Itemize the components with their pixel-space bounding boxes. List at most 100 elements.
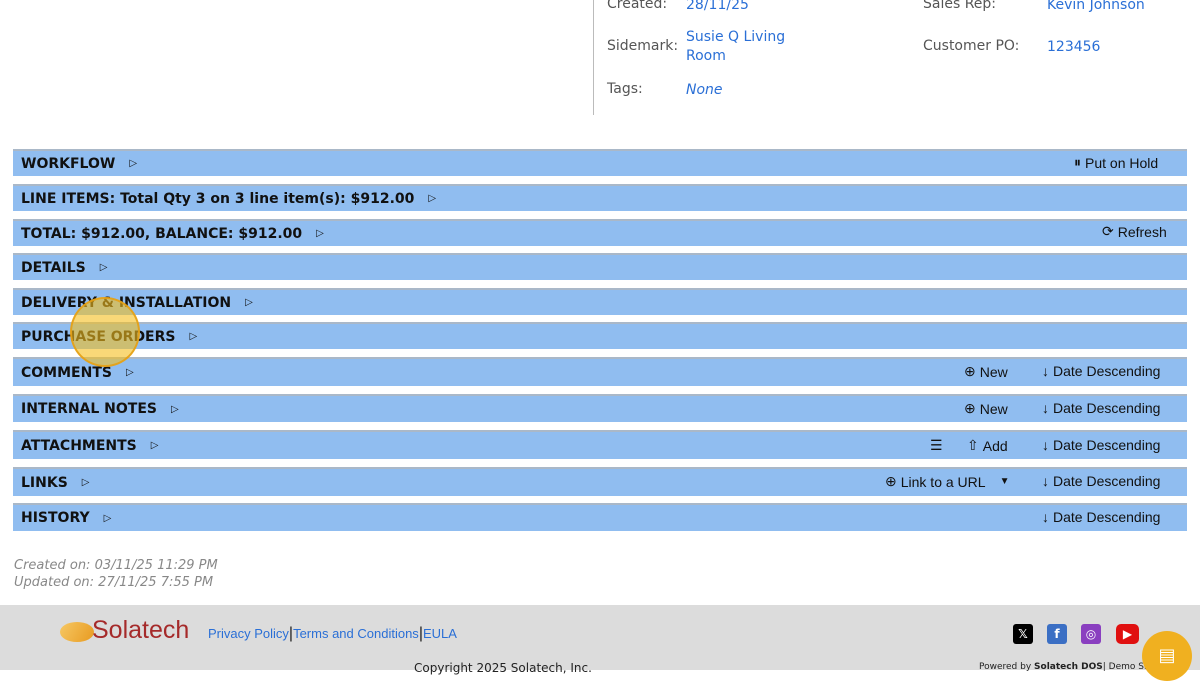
sales-rep-value[interactable]: Kevin Johnson [1047,0,1145,13]
section-workflow[interactable]: WORKFLOW ▷ [13,149,1187,176]
list-view-button[interactable]: ☰ [930,437,943,454]
section-attachments[interactable]: ATTACHMENTS ▷ [13,430,1187,459]
plus-circle-icon: ⊕ [885,473,897,489]
customer-po-label: Customer PO: [923,38,1020,54]
section-title: COMMENTS [21,364,112,381]
expand-triangle-icon: ▷ [125,367,134,378]
section-title: HISTORY [21,510,90,526]
chat-button[interactable]: ▤ [1142,631,1192,681]
arrow-down-icon: ↓ [1042,509,1049,525]
new-label: New [979,363,1008,380]
put-on-hold-button[interactable]: ⏸ Put on Hold [1074,154,1158,171]
section-title: LINKS [21,474,68,491]
new-comment-button[interactable]: ⊕ New [964,363,1008,380]
sidemark-label: Sidemark: [607,38,679,54]
x-twitter-icon[interactable]: 𝕏 [1013,624,1033,644]
section-title: LINE ITEMS: Total Qty 3 on 3 line item(s… [21,190,415,207]
sidemark-line1: Susie Q Living [686,29,786,45]
section-title: ATTACHMENTS [21,437,137,454]
sidemark-line2: Room [686,48,726,64]
sales-rep-label: Sales Rep: [923,0,997,12]
powered-brand: Solatech DOS [1034,662,1103,672]
arrow-down-icon: ↓ [1042,473,1049,489]
sort-comments-button[interactable]: ↓ Date Descending [1042,363,1160,379]
link-url-button[interactable]: ⊕ Link to a URL ▼ [885,473,1009,490]
section-details[interactable]: DETAILS ▷ [13,253,1187,280]
sort-label: Date Descending [1053,437,1161,453]
expand-triangle-icon: ▷ [245,297,253,308]
facebook-icon[interactable]: f [1047,624,1067,644]
expand-triangle-icon: ▷ [316,228,324,239]
pause-circle-icon: ⏸ [1074,154,1081,170]
add-attachment-button[interactable]: ⇧ Add [967,437,1008,454]
put-on-hold-label: Put on Hold [1085,154,1159,171]
click-highlight [70,297,140,367]
expand-triangle-icon: ▷ [129,158,138,169]
youtube-icon[interactable]: ▶ [1116,624,1139,644]
logo-text: Solatech [92,616,190,644]
section-title: DELIVERY & INSTALLATION [21,294,232,311]
sort-label: Date Descending [1053,473,1161,489]
expand-triangle-icon: ▷ [189,331,198,342]
created-label: Created: [607,0,668,12]
plus-circle-icon: ⊕ [964,400,976,416]
powered-prefix: Powered by [979,662,1035,672]
section-purchase-orders[interactable]: PURCHASE ORDERS ▷ [13,322,1187,349]
upload-icon: ⇧ [967,437,979,453]
section-links[interactable]: LINKS ▷ [13,467,1187,496]
dropdown-caret-icon[interactable]: ▼ [999,476,1010,487]
updated-on: Updated on: 27/11/25 7:55 PM [14,575,214,590]
footer-links: Privacy Policy|Terms and Conditions|EULA [208,625,457,643]
expand-triangle-icon: ▷ [103,512,112,524]
info-divider [593,0,594,115]
link-url-label: Link to a URL [900,473,986,490]
powered-by: Powered by Solatech DOS| Demo Site [979,662,1156,672]
section-comments[interactable]: COMMENTS ▷ [13,357,1187,386]
footer: Solatech Privacy Policy |Terms and Condit… [0,605,1200,675]
expand-triangle-icon: ▷ [150,440,159,451]
list-icon: ☰ [930,437,943,453]
expand-triangle-icon: ▷ [81,477,90,488]
section-line-items[interactable]: LINE ITEMS: Total Qty 3 on 3 line item(s… [13,184,1187,211]
sort-notes-button[interactable]: ↓ Date Descending [1042,400,1160,416]
chat-icon: ▤ [1158,645,1176,666]
customer-po-value[interactable]: 123456 [1047,39,1101,55]
terms-link[interactable]: Terms and Conditions [293,626,419,641]
new-label: New [979,400,1008,417]
sort-label: Date Descending [1053,509,1161,525]
add-label: Add [982,437,1008,454]
solatech-logo: Solatech [60,616,195,650]
plus-circle-icon: ⊕ [964,363,976,379]
section-title: TOTAL: $912.00, BALANCE: $912.00 [21,225,303,242]
instagram-icon[interactable]: ◎ [1081,624,1101,644]
separator: | [418,625,423,642]
sort-label: Date Descending [1053,400,1161,416]
powered-suffix: | Demo Site [1102,662,1156,672]
section-total[interactable]: TOTAL: $912.00, BALANCE: $912.00 ▷ [13,219,1187,246]
logo-swirl-icon [60,622,94,642]
refresh-icon: ⟳ [1102,223,1114,239]
section-title: DETAILS [21,259,86,276]
expand-triangle-icon: ▷ [428,193,437,204]
new-note-button[interactable]: ⊕ New [964,400,1008,417]
refresh-label: Refresh [1117,223,1167,240]
arrow-down-icon: ↓ [1042,363,1049,379]
tags-value[interactable]: None [686,82,723,98]
privacy-policy-link[interactable]: Privacy Policy [208,626,289,641]
refresh-button[interactable]: ⟳ Refresh [1102,223,1167,240]
section-delivery[interactable]: DELIVERY & INSTALLATION ▷ [13,288,1187,315]
copyright: Copyright 2025 Solatech, Inc. [414,661,592,675]
arrow-down-icon: ↓ [1042,437,1049,453]
sort-label: Date Descending [1053,363,1161,379]
sidemark-value[interactable]: Susie Q Living Room [686,28,785,66]
sort-history-button[interactable]: ↓ Date Descending [1042,509,1160,525]
section-history[interactable]: HISTORY ▷ [13,503,1187,531]
eula-link[interactable]: EULA [422,626,457,641]
sort-attachments-button[interactable]: ↓ Date Descending [1042,437,1160,453]
created-value: 28/11/25 [686,0,749,13]
created-on: Created on: 03/11/25 11:29 PM [14,558,218,573]
expand-triangle-icon: ▷ [170,403,179,415]
arrow-down-icon: ↓ [1042,400,1049,416]
sort-links-button[interactable]: ↓ Date Descending [1042,473,1160,489]
section-internal-notes[interactable]: INTERNAL NOTES ▷ [13,394,1187,422]
